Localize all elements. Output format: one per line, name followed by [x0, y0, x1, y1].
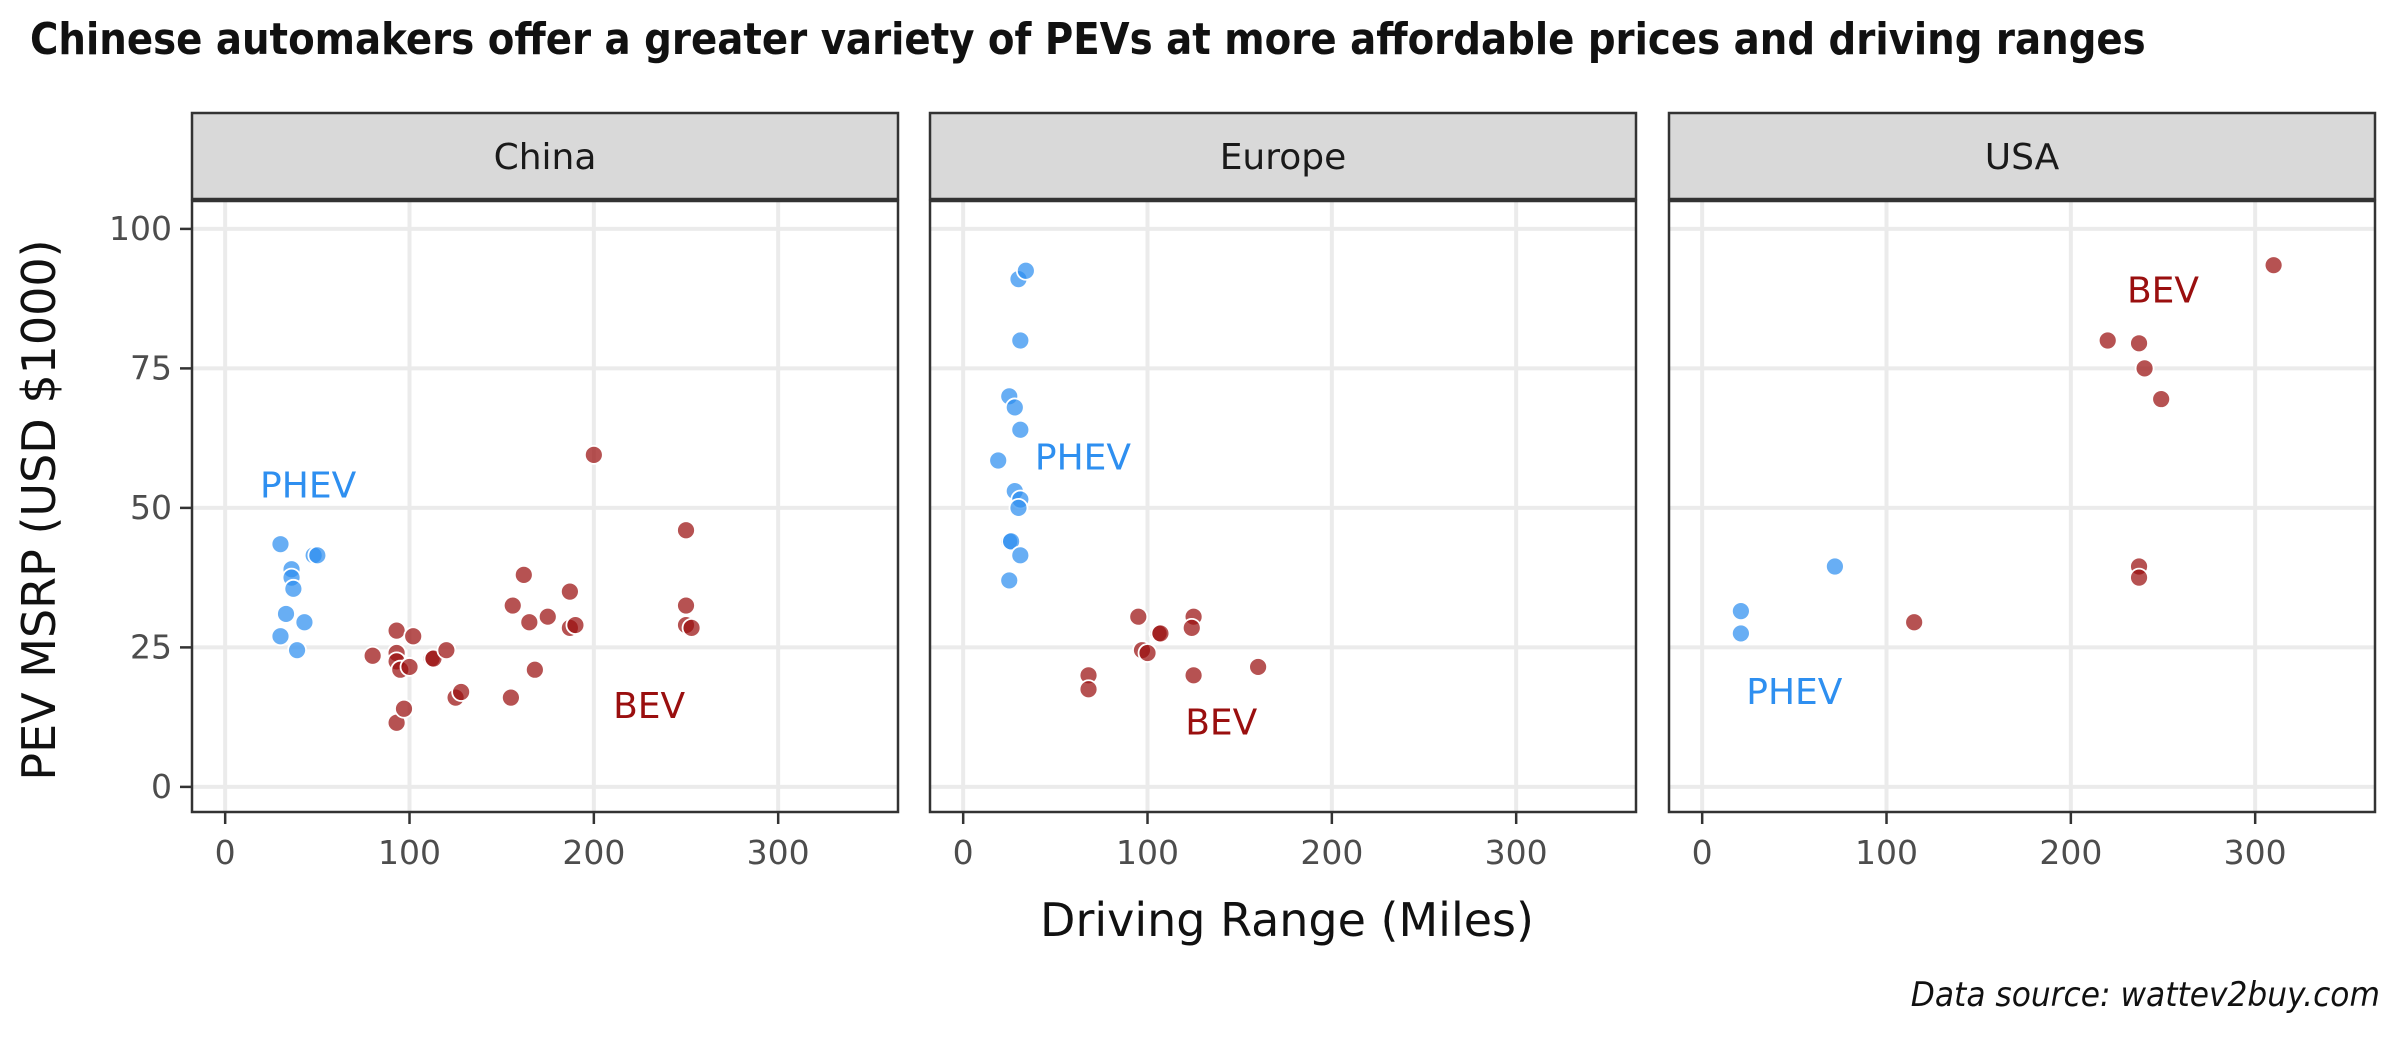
point-bev	[2129, 333, 2149, 354]
x-tick-label: 0	[215, 833, 236, 872]
panel-europe: Europe PHEV BEV 0 100 200 300	[928, 111, 1638, 872]
point-bev	[1248, 657, 1269, 677]
point-bev	[565, 615, 586, 635]
y-axis-title: PEV MSRP (USD $1000)	[12, 239, 66, 780]
point-bev	[500, 687, 521, 708]
panel-border	[928, 199, 1638, 814]
point-phev	[1004, 397, 1025, 418]
point-bev	[362, 645, 383, 666]
point-bev	[513, 564, 534, 585]
point-bev	[436, 640, 457, 661]
point-bev	[681, 617, 702, 638]
y-tick-label: 25	[130, 627, 172, 666]
x-tick-label: 300	[747, 833, 810, 872]
point-bev	[394, 698, 414, 719]
facet-strip-label: Europe	[1220, 137, 1347, 178]
point-phev	[988, 450, 1009, 471]
point-bev	[676, 520, 696, 541]
data-source-caption: Data source: wattev2buy.com	[1910, 975, 2380, 1015]
facet-strip	[928, 111, 1638, 201]
point-bev	[1183, 665, 1204, 686]
x-tick-label: 0	[953, 833, 974, 872]
annotation-bev: BEV	[2127, 270, 2199, 311]
point-phev	[999, 570, 1020, 591]
point-bev	[502, 595, 523, 616]
x-tick-label: 100	[1116, 833, 1179, 872]
point-bev	[2097, 330, 2118, 351]
point-phev	[1730, 601, 1751, 622]
x-tick-label: 100	[1855, 833, 1918, 872]
point-bev	[1904, 612, 1925, 633]
point-bev	[403, 626, 424, 647]
point-phev	[1008, 497, 1029, 518]
point-bev	[1137, 643, 1158, 663]
annotation-phev: PHEV	[1746, 672, 1843, 713]
point-phev	[307, 545, 328, 566]
point-bev	[1181, 617, 1202, 638]
point-phev	[270, 626, 291, 647]
point-phev	[1825, 556, 1845, 577]
annotation-phev: PHEV	[1035, 438, 1132, 479]
panel-china: China PHEV BEV 0 100 200 300 0 25 50 75 100	[109, 111, 900, 872]
panel-border	[1667, 199, 2377, 814]
x-tick-label: 200	[2039, 833, 2102, 872]
x-tick-label: 200	[562, 833, 625, 872]
panel-border	[190, 199, 900, 814]
point-bev	[583, 444, 604, 465]
point-phev	[287, 640, 307, 661]
point-phev	[1010, 545, 1031, 566]
x-tick-label: 0	[1692, 833, 1713, 872]
point-phev	[1730, 623, 1751, 644]
point-phev	[1010, 419, 1031, 440]
point-bev	[399, 657, 420, 677]
point-bev	[1150, 623, 1171, 644]
point-bev	[537, 606, 558, 627]
point-bev	[519, 612, 540, 633]
facet-strip	[1667, 111, 2377, 201]
annotation-bev: BEV	[1185, 703, 1257, 744]
point-bev	[2151, 389, 2172, 409]
annotation-phev: PHEV	[260, 466, 357, 507]
chart-panels: China PHEV BEV 0 100 200 300 0 25 50 75 100 Europe PH…	[109, 111, 2377, 872]
y-tick-label: 0	[151, 767, 172, 806]
x-tick-label: 100	[378, 833, 441, 872]
facet-strip-label: USA	[1985, 137, 2060, 178]
point-phev	[1015, 260, 1036, 281]
point-bev	[1128, 606, 1149, 627]
point-phev	[283, 578, 304, 599]
point-bev	[386, 620, 407, 641]
point-phev	[1001, 531, 1022, 552]
point-bev	[451, 682, 472, 702]
y-tick-label: 50	[130, 488, 172, 527]
point-bev	[2134, 358, 2155, 379]
x-axis-title: Driving Range (Miles)	[1040, 893, 1534, 947]
point-bev	[559, 581, 580, 602]
y-tick-label: 75	[130, 348, 172, 387]
point-phev	[294, 612, 315, 633]
point-bev	[1078, 679, 1099, 700]
point-bev	[2263, 255, 2284, 276]
point-phev	[276, 604, 296, 624]
y-tick-label: 100	[109, 209, 172, 248]
panel-usa: USA PHEV BEV 0 100 200 300	[1667, 111, 2377, 872]
point-phev	[1010, 330, 1031, 351]
point-phev	[270, 534, 291, 555]
annotation-bev: BEV	[613, 686, 685, 727]
chart-title: Chinese automakers offer a greater varie…	[30, 14, 2146, 65]
point-bev	[524, 659, 545, 680]
point-bev	[2129, 567, 2149, 588]
facet-strip-label: China	[494, 137, 597, 178]
x-tick-label: 300	[2224, 833, 2287, 872]
point-bev	[676, 595, 696, 616]
facet-strip	[190, 111, 900, 201]
x-tick-label: 200	[1300, 833, 1363, 872]
x-tick-label: 300	[1485, 833, 1548, 872]
